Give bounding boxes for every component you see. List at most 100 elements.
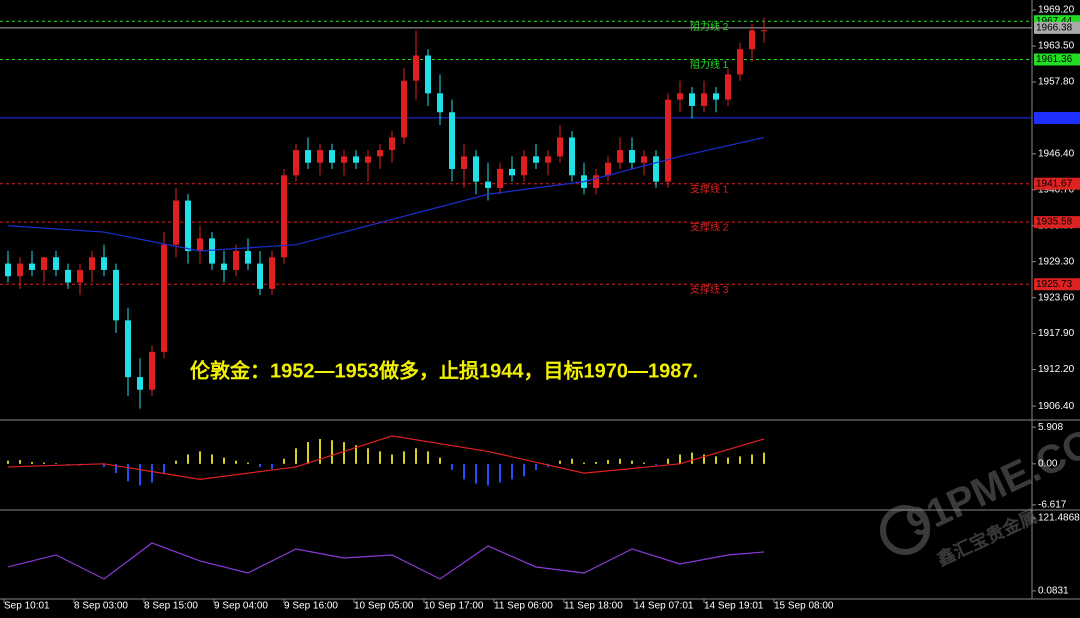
price-tag-label: 1966.38 (1036, 23, 1073, 34)
candle-body (665, 99, 671, 182)
candle-body (233, 250, 239, 270)
candle-body (437, 93, 443, 113)
candle-body (509, 169, 515, 176)
macd-bar (247, 462, 249, 464)
macd-bar (43, 462, 45, 464)
candle-body (749, 30, 755, 50)
price-tag-label: 1925.73 (1036, 279, 1073, 290)
ma-line (7, 136, 765, 252)
macd-bar (211, 454, 213, 464)
macd-bar (223, 457, 225, 464)
macd-bar (331, 440, 333, 464)
level-name: 支撑线 3 (690, 283, 729, 296)
macd-bar (715, 456, 717, 464)
macd-bar (691, 452, 693, 464)
y-tick-label: 1917.90 (1038, 328, 1075, 339)
x-tick-label: 10 Sep 17:00 (424, 601, 484, 612)
y-tick-label: 1946.40 (1038, 149, 1075, 160)
candle-body (329, 150, 335, 163)
macd-bar (463, 463, 465, 480)
macd-bar (355, 445, 357, 464)
price-tag (1034, 216, 1080, 229)
macd-bar (343, 442, 345, 464)
oscillator-line (7, 542, 765, 580)
macd-bar (175, 460, 177, 464)
y-tick-label: 1929.30 (1038, 256, 1075, 267)
macd-bar (439, 457, 441, 464)
candle-body (425, 55, 431, 94)
candle-body (77, 269, 83, 283)
candle-body (365, 156, 371, 163)
candle-body (701, 93, 707, 106)
candle-body (389, 137, 395, 151)
macd-bar (115, 463, 117, 474)
macd-bar (751, 454, 753, 464)
y-tick-label: 1940.70 (1038, 184, 1075, 195)
price-tag-label: 1961.36 (1036, 54, 1073, 65)
candle-body (449, 112, 455, 170)
macd-bar (619, 458, 621, 464)
y-tick-label: 1969.20 (1038, 5, 1075, 16)
macd-bar (283, 458, 285, 464)
macd-bar (151, 463, 153, 483)
candle-body (677, 93, 683, 100)
candle-body (269, 257, 275, 289)
x-tick-label: 9 Sep 04:00 (214, 601, 268, 612)
y-tick-label: 1912.20 (1038, 364, 1075, 375)
candle-body (305, 150, 311, 163)
macd-bar (31, 461, 33, 464)
macd-bar (295, 448, 297, 464)
macd-bar (103, 463, 105, 467)
candle-body (113, 269, 119, 321)
candle-body (281, 175, 287, 258)
macd-bar (631, 460, 633, 464)
macd-bar (403, 451, 405, 464)
x-tick-label: 14 Sep 19:01 (704, 601, 764, 612)
macd-bar (523, 463, 525, 477)
x-tick-label: 14 Sep 07:01 (634, 601, 694, 612)
candle-body (101, 257, 107, 270)
candle-body (197, 238, 203, 251)
macd-bar (19, 460, 21, 464)
macd-bar (319, 438, 321, 464)
macd-bar (259, 463, 261, 467)
candle-body (245, 250, 251, 264)
candle-body (569, 137, 575, 176)
y-tick-label: 0.00 (1038, 458, 1058, 469)
candle-body (137, 377, 143, 390)
macd-bar (415, 448, 417, 464)
x-tick-label: 9 Sep 16:00 (284, 601, 338, 612)
candle-body (689, 93, 695, 106)
candle-body (161, 244, 167, 352)
candle-body (29, 263, 35, 270)
macd-bar (607, 460, 609, 464)
macd-bar (367, 448, 369, 464)
candle-body (725, 74, 731, 100)
macd-bar (667, 458, 669, 464)
candle-body (557, 137, 563, 157)
x-tick-label: 8 Sep 15:00 (144, 601, 198, 612)
candle-body (377, 150, 383, 157)
candle-body (629, 150, 635, 163)
candle-body (713, 93, 719, 100)
macd-bar (511, 463, 513, 480)
candle-body (497, 169, 503, 188)
candle-body (593, 175, 599, 188)
y-tick-label: 5.908 (1038, 422, 1063, 433)
macd-bar (727, 457, 729, 464)
candle-body (353, 156, 359, 163)
candle-body (413, 55, 419, 81)
candle-body (521, 156, 527, 176)
price-tag-label: 1967.44 (1036, 16, 1073, 27)
macd-bar (163, 463, 165, 474)
candle-body (617, 150, 623, 163)
macd-bar (595, 461, 597, 464)
price-tag-label: 1941.67 (1036, 178, 1073, 189)
candle-body (221, 263, 227, 270)
x-tick-label: 10 Sep 05:00 (354, 601, 414, 612)
candle-body (17, 263, 23, 277)
macd-bar (271, 463, 273, 469)
